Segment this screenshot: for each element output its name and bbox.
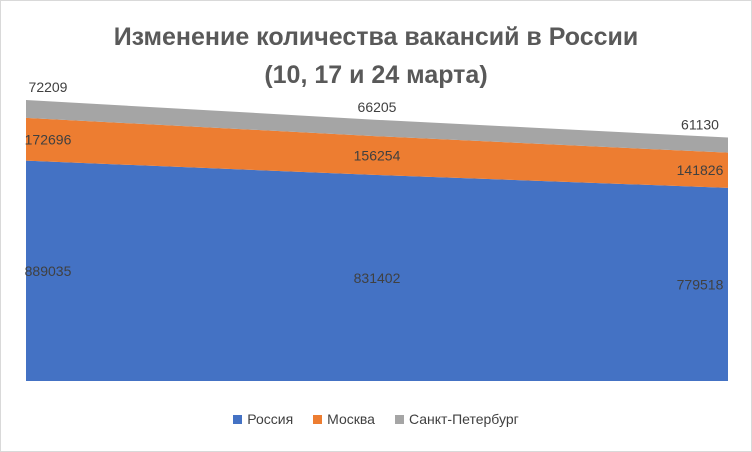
legend-item-0: Россия <box>233 411 293 427</box>
legend-swatch <box>394 414 404 424</box>
data-label-s2-p2: 61130 <box>681 117 719 133</box>
data-label-s1-p0: 172696 <box>25 131 72 147</box>
legend-label: Россия <box>247 411 294 427</box>
chart-title: Изменение количества вакансий в России <box>113 23 639 51</box>
area-series-2 <box>26 99 728 153</box>
legend-label: Москва <box>327 411 375 427</box>
legend-swatch <box>313 414 323 424</box>
legend-item-2: Санкт-Петербург <box>394 411 519 427</box>
legend-label: Санкт-Петербург <box>408 411 519 427</box>
data-label-s2-p1: 66205 <box>358 99 397 115</box>
chart-legend: Россия Москва Санкт-Петербург <box>1 411 751 427</box>
area-series-0 <box>26 160 728 381</box>
data-label-s0-p2: 779518 <box>677 276 724 292</box>
data-label-s1-p1: 156254 <box>354 148 401 164</box>
data-label-s0-p0: 889035 <box>25 263 72 279</box>
area-series-1 <box>26 117 728 188</box>
legend-swatch <box>233 414 243 424</box>
data-label-s1-p2: 141826 <box>677 162 724 178</box>
data-label-s2-p0: 72209 <box>29 79 68 95</box>
chart-subtitle: (10, 17 и 24 марта) <box>264 61 488 89</box>
data-label-s0-p1: 831402 <box>354 270 401 286</box>
legend-item-1: Москва <box>313 411 375 427</box>
